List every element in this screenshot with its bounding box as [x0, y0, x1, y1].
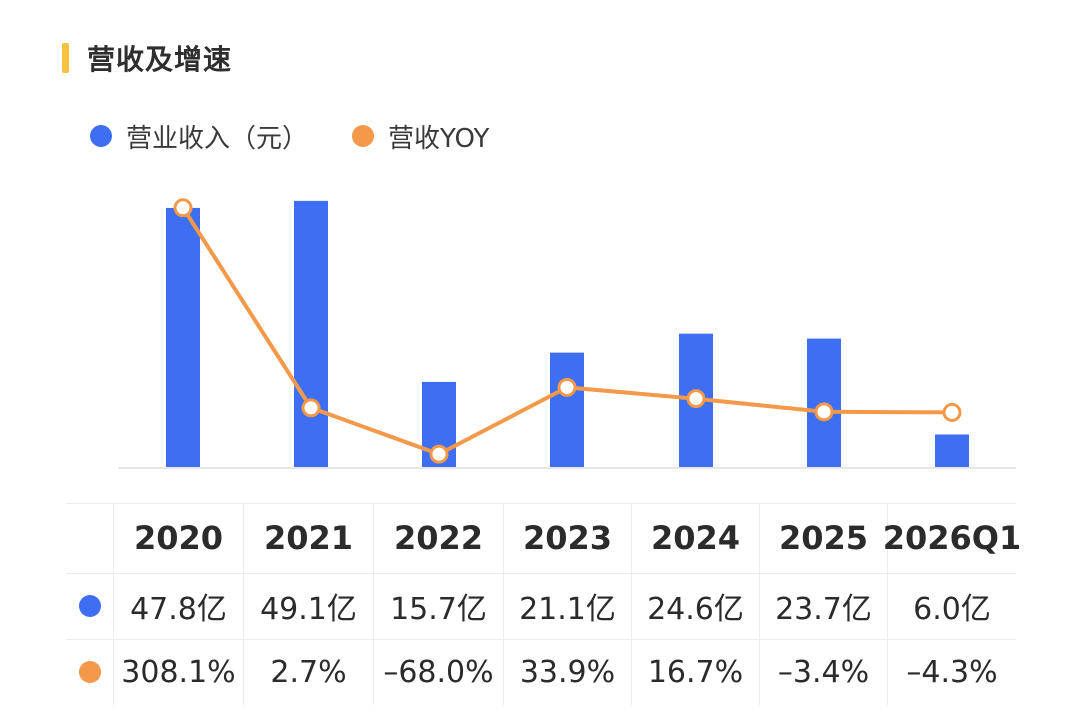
table-cell-revenue-5: 23.7亿: [760, 573, 888, 639]
row-key-yoy: [66, 639, 114, 705]
table-cell-years-6: 2026Q1: [882, 519, 1022, 557]
table-cell-yoy-1: 2.7%: [244, 639, 374, 705]
table-cell-revenue-2: 15.7亿: [374, 573, 504, 639]
legend-label-yoy: 营收YOY: [388, 123, 490, 154]
table-row-yoy: 308.1% 2.7% –68.0% 33.9% 16.7% –3.4% –4.3%: [66, 639, 1016, 705]
table-cell-revenue-0: 47.8亿: [114, 573, 244, 639]
table-header-row: 2020 2021 2022 2023 2024 2025 2026Q1: [66, 503, 1022, 573]
table-cell-yoy-2: –68.0%: [374, 639, 504, 705]
yoy-point-2024: [686, 389, 706, 409]
table-cell-years-3: 2023: [504, 503, 632, 573]
table-cell-revenue-6: 6.0亿: [913, 592, 991, 627]
table-cell-yoy-3: 33.9%: [504, 639, 632, 705]
yoy-point-2020: [173, 198, 193, 218]
table-cell-revenue-1: 49.1亿: [244, 573, 374, 639]
page-title: 营收及增速: [87, 43, 233, 76]
yoy-point-2021: [301, 398, 321, 418]
row-key-revenue: [66, 573, 114, 639]
table-cell-years-2: 2022: [374, 503, 504, 573]
table-cell-years-0: 2020: [114, 503, 244, 573]
table-row-revenue: 47.8亿 49.1亿 15.7亿 21.1亿 24.6亿 23.7亿 6.0亿: [66, 573, 1016, 639]
yoy-dot-icon: [78, 661, 101, 683]
revenue-bar-2020: [166, 207, 200, 467]
legend-dot-revenue-icon: [90, 125, 112, 147]
table-cell-years-1: 2021: [244, 503, 374, 573]
revenue-chart: [118, 198, 1016, 469]
table-cell-revenue-3: 21.1亿: [504, 573, 632, 639]
legend-item-revenue[interactable]: 营业收入（元）: [90, 118, 308, 155]
data-table: 2020 2021 2022 2023 2024 2025 2026Q1 47.8亿 49.1…: [66, 503, 1022, 705]
revenue-bar-2026Q1: [935, 434, 969, 467]
table-cell-revenue-4: 24.6亿: [632, 573, 760, 639]
yoy-point-2022: [429, 444, 449, 464]
revenue-bar-2021: [294, 200, 328, 468]
legend-item-yoy[interactable]: 营收YOY: [352, 118, 489, 155]
table-cell-years-5: 2025: [760, 503, 888, 573]
table-cell-years-4: 2024: [632, 503, 760, 573]
title-accent-bar: [62, 43, 69, 73]
chart-legend: 营业收入（元） 营收YOY: [90, 116, 533, 156]
table-corner-cell: [66, 503, 114, 573]
yoy-point-2025: [814, 402, 834, 422]
table-cell-yoy-4: 16.7%: [632, 639, 760, 705]
yoy-point-2023: [557, 377, 577, 397]
table-cell-yoy-5: –3.4%: [760, 639, 888, 705]
table-cell-yoy-6: –4.3%: [906, 654, 998, 690]
section-title: 营收及增速: [62, 40, 232, 76]
revenue-bar-2023: [550, 352, 584, 467]
table-cell-yoy-0: 308.1%: [114, 639, 244, 705]
revenue-dot-icon: [78, 595, 101, 617]
legend-label-revenue: 营业收入（元）: [126, 123, 309, 154]
yoy-point-2026Q1: [942, 402, 962, 422]
legend-dot-yoy-icon: [352, 125, 375, 147]
